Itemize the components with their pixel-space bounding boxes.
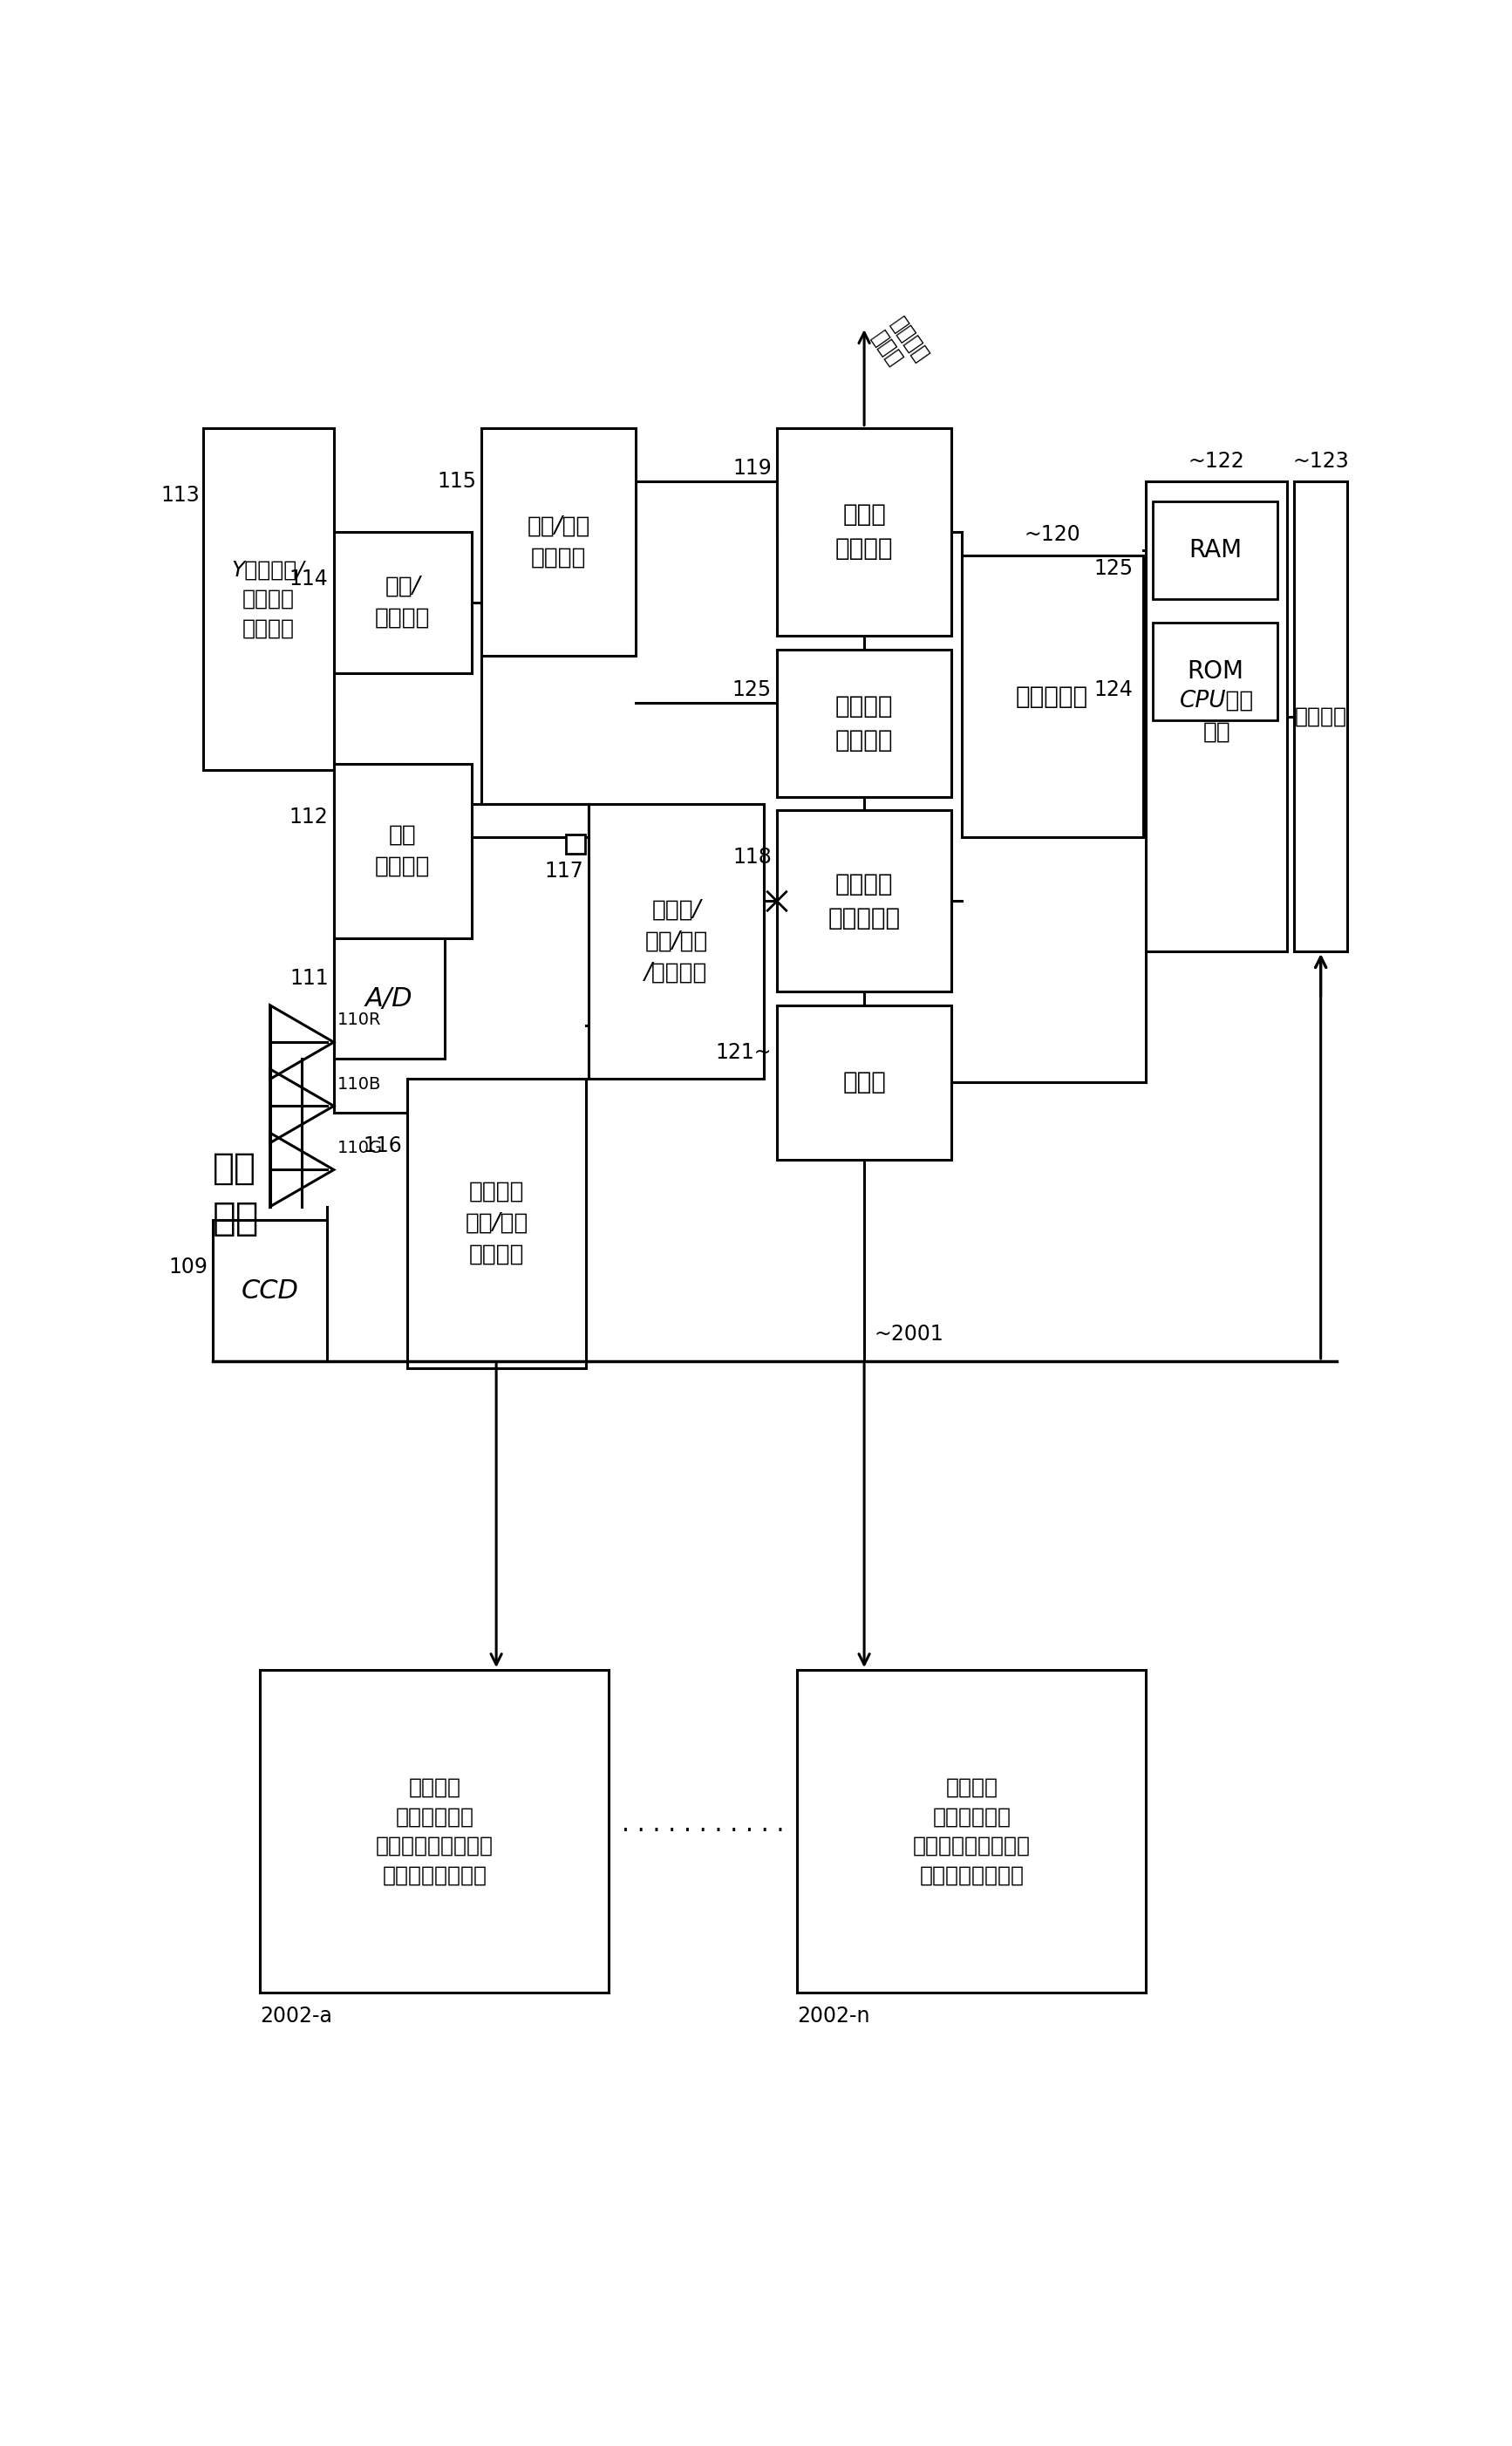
- Bar: [481, 428, 637, 656]
- Text: 至打印机
单元２: 至打印机 单元２: [868, 313, 933, 379]
- Text: CCD: CCD: [242, 1277, 299, 1304]
- Bar: [565, 834, 585, 854]
- Bar: [203, 428, 334, 770]
- Text: 定标/
重复电路: 定标/ 重复电路: [375, 575, 431, 629]
- Bar: [588, 805, 764, 1079]
- Text: ~123: ~123: [1293, 450, 1349, 472]
- Text: RAM: RAM: [1188, 538, 1241, 563]
- Text: 116: 116: [363, 1135, 402, 1157]
- Bar: [1154, 501, 1278, 599]
- Text: ~120: ~120: [1024, 523, 1081, 545]
- Bar: [334, 939, 445, 1059]
- Text: 110R: 110R: [337, 1013, 381, 1027]
- Bar: [962, 555, 1143, 837]
- Text: 112: 112: [289, 807, 328, 827]
- Bar: [213, 1221, 327, 1360]
- Bar: [334, 763, 472, 939]
- Text: 110B: 110B: [337, 1076, 381, 1093]
- Text: 外部设备
（主计算机、
其它图像形成装置、
网络扫描仪，等）: 外部设备 （主计算机、 其它图像形成装置、 网络扫描仪，等）: [375, 1776, 493, 1886]
- Text: 图像存储器: 图像存储器: [1016, 685, 1089, 709]
- Text: 连接器: 连接器: [842, 1071, 886, 1096]
- Text: 图形化/
加深/加磁
/修整电路: 图形化/ 加深/加磁 /修整电路: [644, 898, 708, 983]
- Text: 激光器
驱动电路: 激光器 驱动电路: [835, 504, 894, 560]
- Text: 117: 117: [544, 861, 584, 881]
- Bar: [777, 428, 951, 636]
- Bar: [777, 810, 951, 991]
- Bar: [777, 648, 951, 797]
- Text: 113: 113: [160, 484, 200, 506]
- Text: 2002-n: 2002-n: [797, 2006, 869, 2028]
- Bar: [260, 1671, 609, 1993]
- Text: ~2001: ~2001: [874, 1323, 943, 1345]
- Bar: [1146, 482, 1287, 951]
- Bar: [777, 1005, 951, 1159]
- Text: Y信号产生/
色彩信号
检测电路: Y信号产生/ 色彩信号 检测电路: [231, 560, 305, 638]
- Text: 115: 115: [437, 472, 476, 492]
- Text: 外部设备
（主计算机、
其它图像形成装置、
网络扫描仪，等）: 外部设备 （主计算机、 其它图像形成装置、 网络扫描仪，等）: [913, 1776, 1031, 1886]
- Text: 操作单元: 操作单元: [1294, 707, 1347, 726]
- Text: A/D: A/D: [366, 986, 413, 1010]
- Text: 黒延
补偿电路: 黒延 补偿电路: [375, 824, 431, 878]
- Text: 2002-a: 2002-a: [260, 2006, 333, 2028]
- Bar: [797, 1671, 1146, 1993]
- Text: 119: 119: [732, 457, 771, 479]
- Text: 125: 125: [732, 680, 771, 700]
- Text: 109: 109: [168, 1257, 207, 1277]
- Bar: [1154, 624, 1278, 719]
- Text: 110G: 110G: [337, 1140, 383, 1157]
- Text: 轮廓/边缘
增强电路: 轮廓/边缘 增强电路: [528, 516, 590, 570]
- Text: ~122: ~122: [1188, 450, 1244, 472]
- Text: 图像数据
简化电路: 图像数据 简化电路: [835, 695, 894, 753]
- Text: 124: 124: [1093, 680, 1132, 700]
- Text: 图２: 图２: [213, 1150, 257, 1186]
- Text: 118: 118: [732, 846, 771, 868]
- Text: 111: 111: [289, 969, 328, 988]
- Text: 图２: 图２: [213, 1201, 260, 1238]
- Text: CPU电路
单元: CPU电路 单元: [1179, 690, 1253, 744]
- Text: 图像数据
接续号电路: 图像数据 接续号电路: [829, 871, 901, 929]
- Text: · · · · · · · · · · ·: · · · · · · · · · · ·: [621, 1820, 785, 1844]
- Text: 114: 114: [289, 567, 328, 589]
- Text: 标记区域
确定/轮廓
产生电路: 标记区域 确定/轮廓 产生电路: [466, 1181, 528, 1267]
- Bar: [334, 531, 472, 673]
- Text: 121~: 121~: [715, 1042, 771, 1062]
- Bar: [408, 1079, 585, 1367]
- Text: ROM: ROM: [1187, 658, 1243, 682]
- Text: 125: 125: [1093, 558, 1132, 580]
- Bar: [1294, 482, 1347, 951]
